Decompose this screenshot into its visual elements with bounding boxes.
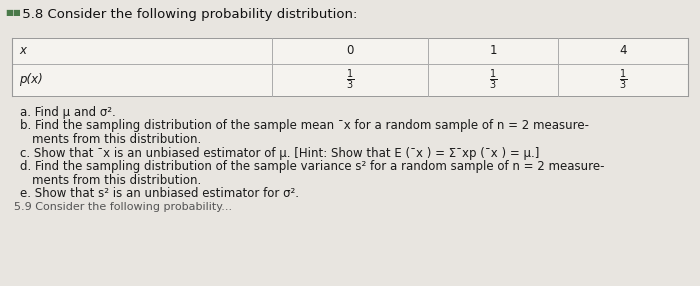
Text: b. Find the sampling distribution of the sample mean ¯x for a random sample of n: b. Find the sampling distribution of the… — [20, 120, 589, 132]
Text: ments from this distribution.: ments from this distribution. — [32, 174, 202, 186]
Text: 4: 4 — [620, 45, 627, 57]
Text: e. Show that s² is an unbiased estimator for σ².: e. Show that s² is an unbiased estimator… — [20, 187, 299, 200]
Text: c. Show that ¯x is an unbiased estimator of μ. [Hint: Show that E (¯x ) = Σ¯xp (: c. Show that ¯x is an unbiased estimator… — [20, 146, 540, 160]
Text: x: x — [19, 45, 26, 57]
Text: $\frac{1}{3}$: $\frac{1}{3}$ — [619, 68, 627, 92]
Text: a. Find μ and σ².: a. Find μ and σ². — [20, 106, 116, 119]
Text: $\frac{1}{3}$: $\frac{1}{3}$ — [346, 68, 354, 92]
Text: $\frac{1}{3}$: $\frac{1}{3}$ — [489, 68, 497, 92]
Text: 1: 1 — [489, 45, 497, 57]
Bar — [12, 38, 688, 96]
Text: d. Find the sampling distribution of the sample variance s² for a random sample : d. Find the sampling distribution of the… — [20, 160, 605, 173]
Text: 5.8 Consider the following probability distribution:: 5.8 Consider the following probability d… — [18, 8, 358, 21]
Text: ments from this distribution.: ments from this distribution. — [32, 133, 202, 146]
Text: 0: 0 — [346, 45, 354, 57]
Text: p(x): p(x) — [19, 74, 43, 86]
Text: ■■: ■■ — [5, 8, 21, 17]
Text: 5.9 Consider the following probability...: 5.9 Consider the following probability..… — [14, 202, 232, 212]
